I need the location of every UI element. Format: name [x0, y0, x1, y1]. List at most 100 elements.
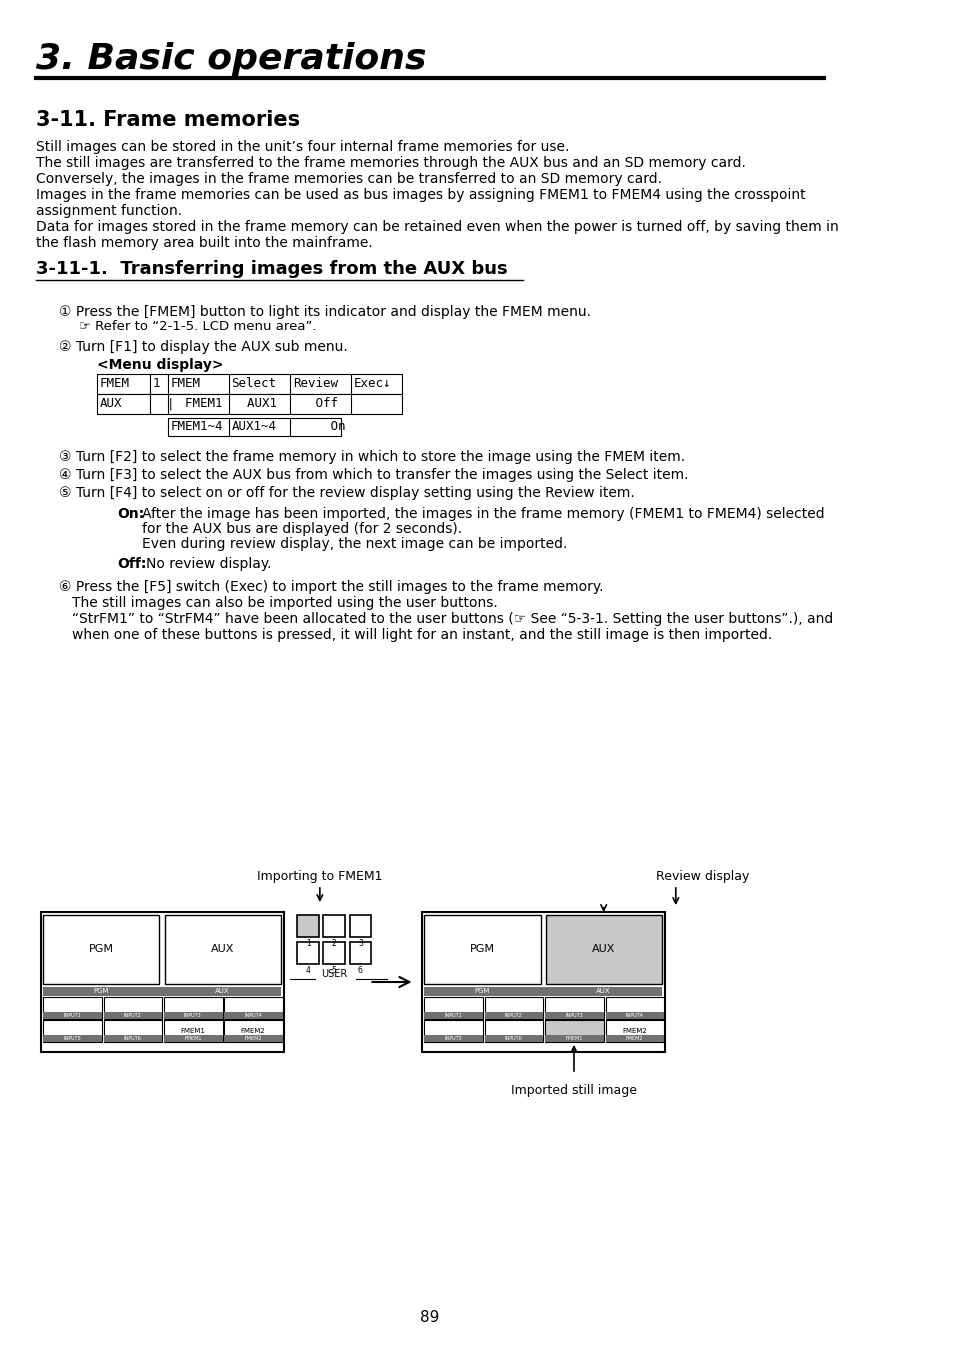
Text: for the AUX bus are displayed (for 2 seconds).: for the AUX bus are displayed (for 2 sec…: [142, 522, 462, 537]
Bar: [224, 1035, 283, 1042]
Text: PGM: PGM: [469, 944, 494, 954]
Bar: [424, 1020, 482, 1042]
Bar: [421, 913, 664, 1051]
Text: <Menu display>: <Menu display>: [97, 359, 224, 372]
Bar: [605, 998, 663, 1019]
Text: FMEM1: FMEM1: [171, 398, 223, 410]
Text: 6: 6: [357, 967, 362, 975]
Text: AUX1~4: AUX1~4: [232, 421, 276, 433]
Text: “StrFM1” to “StrFM4” have been allocated to the user buttons (☞ See “5-3-1. Sett: “StrFM1” to “StrFM4” have been allocated…: [72, 612, 833, 625]
Bar: [349, 942, 371, 964]
Text: INPUT3: INPUT3: [184, 1012, 201, 1018]
Text: FMEM: FMEM: [100, 377, 130, 390]
Text: 1: 1: [306, 940, 311, 948]
Text: ③ Turn [F2] to select the frame memory in which to store the image using the FME: ③ Turn [F2] to select the frame memory i…: [58, 450, 684, 464]
Text: assignment function.: assignment function.: [36, 204, 182, 218]
Text: ☞ Refer to “2-1-5. LCD menu area”.: ☞ Refer to “2-1-5. LCD menu area”.: [79, 319, 316, 333]
Bar: [164, 1012, 222, 1019]
Text: FMEM: FMEM: [171, 377, 200, 390]
Bar: [349, 915, 371, 937]
Text: INPUT4: INPUT4: [625, 1012, 642, 1018]
Text: 89: 89: [419, 1310, 439, 1325]
Bar: [164, 1020, 222, 1042]
Text: INPUT4: INPUT4: [244, 1012, 262, 1018]
Text: the flash memory area built into the mainframe.: the flash memory area built into the mai…: [36, 236, 373, 249]
Text: AUX: AUX: [592, 944, 615, 954]
Text: AUX1: AUX1: [232, 398, 276, 410]
Text: 3. Basic operations: 3. Basic operations: [36, 42, 426, 75]
Text: 1: 1: [152, 377, 159, 390]
Text: ④ Turn [F3] to select the AUX bus from which to transfer the images using the Se: ④ Turn [F3] to select the AUX bus from w…: [58, 468, 687, 483]
Text: 4: 4: [305, 967, 311, 975]
Bar: [297, 942, 318, 964]
Text: FMEM1~4: FMEM1~4: [171, 421, 223, 433]
Bar: [224, 1012, 283, 1019]
Bar: [104, 1035, 162, 1042]
Text: 3-11-1.  Transferring images from the AUX bus: 3-11-1. Transferring images from the AUX…: [36, 260, 507, 278]
Text: ⑤ Turn [F4] to select on or off for the review display setting using the Review : ⑤ Turn [F4] to select on or off for the …: [58, 487, 634, 500]
Bar: [605, 1012, 663, 1019]
Bar: [424, 915, 540, 984]
Text: INPUT1: INPUT1: [63, 1012, 81, 1018]
Bar: [41, 913, 284, 1051]
Bar: [104, 1012, 162, 1019]
Text: The still images are transferred to the frame memories through the AUX bus and a: The still images are transferred to the …: [36, 156, 745, 170]
Text: FMEM1: FMEM1: [564, 1037, 582, 1041]
Bar: [43, 998, 102, 1019]
Bar: [323, 915, 345, 937]
Bar: [605, 1020, 663, 1042]
Bar: [424, 987, 661, 996]
Bar: [297, 915, 318, 937]
Text: AUX: AUX: [215, 988, 230, 993]
Bar: [224, 998, 283, 1019]
Bar: [43, 1012, 102, 1019]
Bar: [104, 998, 162, 1019]
Text: INPUT5: INPUT5: [444, 1037, 461, 1041]
Bar: [323, 942, 345, 964]
Text: INPUT2: INPUT2: [124, 1012, 141, 1018]
Bar: [424, 1035, 482, 1042]
Text: Imported still image: Imported still image: [511, 1084, 637, 1097]
Text: ① Press the [FMEM] button to light its indicator and display the FMEM menu.: ① Press the [FMEM] button to light its i…: [58, 305, 590, 319]
Text: After the image has been imported, the images in the frame memory (FMEM1 to FMEM: After the image has been imported, the i…: [142, 507, 824, 520]
Text: PGM: PGM: [93, 988, 109, 993]
Text: when one of these buttons is pressed, it will light for an instant, and the stil: when one of these buttons is pressed, it…: [72, 628, 772, 642]
Text: 3: 3: [357, 940, 362, 948]
Text: AUX: AUX: [211, 944, 234, 954]
Text: Still images can be stored in the unit’s four internal frame memories for use.: Still images can be stored in the unit’s…: [36, 140, 569, 154]
Text: INPUT1: INPUT1: [444, 1012, 461, 1018]
Text: On:: On:: [117, 507, 144, 520]
Text: FMEM2: FMEM2: [625, 1037, 642, 1041]
Bar: [97, 394, 401, 414]
Text: On: On: [293, 421, 345, 433]
Text: Importing to FMEM1: Importing to FMEM1: [257, 869, 382, 883]
Text: INPUT3: INPUT3: [564, 1012, 582, 1018]
Text: 2: 2: [332, 940, 336, 948]
Bar: [424, 998, 482, 1019]
Text: PGM: PGM: [474, 988, 489, 993]
Text: INPUT6: INPUT6: [504, 1037, 522, 1041]
Bar: [164, 1035, 222, 1042]
Bar: [544, 1020, 603, 1042]
Text: FMEM1: FMEM1: [180, 1029, 205, 1034]
Text: FMEM2: FMEM2: [621, 1029, 646, 1034]
Text: No review display.: No review display.: [146, 557, 272, 572]
Bar: [224, 1020, 283, 1042]
Bar: [484, 998, 543, 1019]
Text: Select: Select: [232, 377, 276, 390]
Bar: [605, 1035, 663, 1042]
Bar: [424, 1012, 482, 1019]
Text: INPUT5: INPUT5: [63, 1037, 81, 1041]
Bar: [43, 915, 159, 984]
Bar: [164, 998, 222, 1019]
Text: INPUT2: INPUT2: [504, 1012, 522, 1018]
Bar: [484, 1035, 543, 1042]
Bar: [168, 418, 340, 435]
Bar: [484, 1012, 543, 1019]
Bar: [484, 1020, 543, 1042]
Text: Data for images stored in the frame memory can be retained even when the power i: Data for images stored in the frame memo…: [36, 220, 838, 235]
Text: 5: 5: [332, 967, 336, 975]
Text: FMEM2: FMEM2: [244, 1037, 262, 1041]
Text: Off: Off: [293, 398, 337, 410]
Text: FMEM2: FMEM2: [240, 1029, 265, 1034]
